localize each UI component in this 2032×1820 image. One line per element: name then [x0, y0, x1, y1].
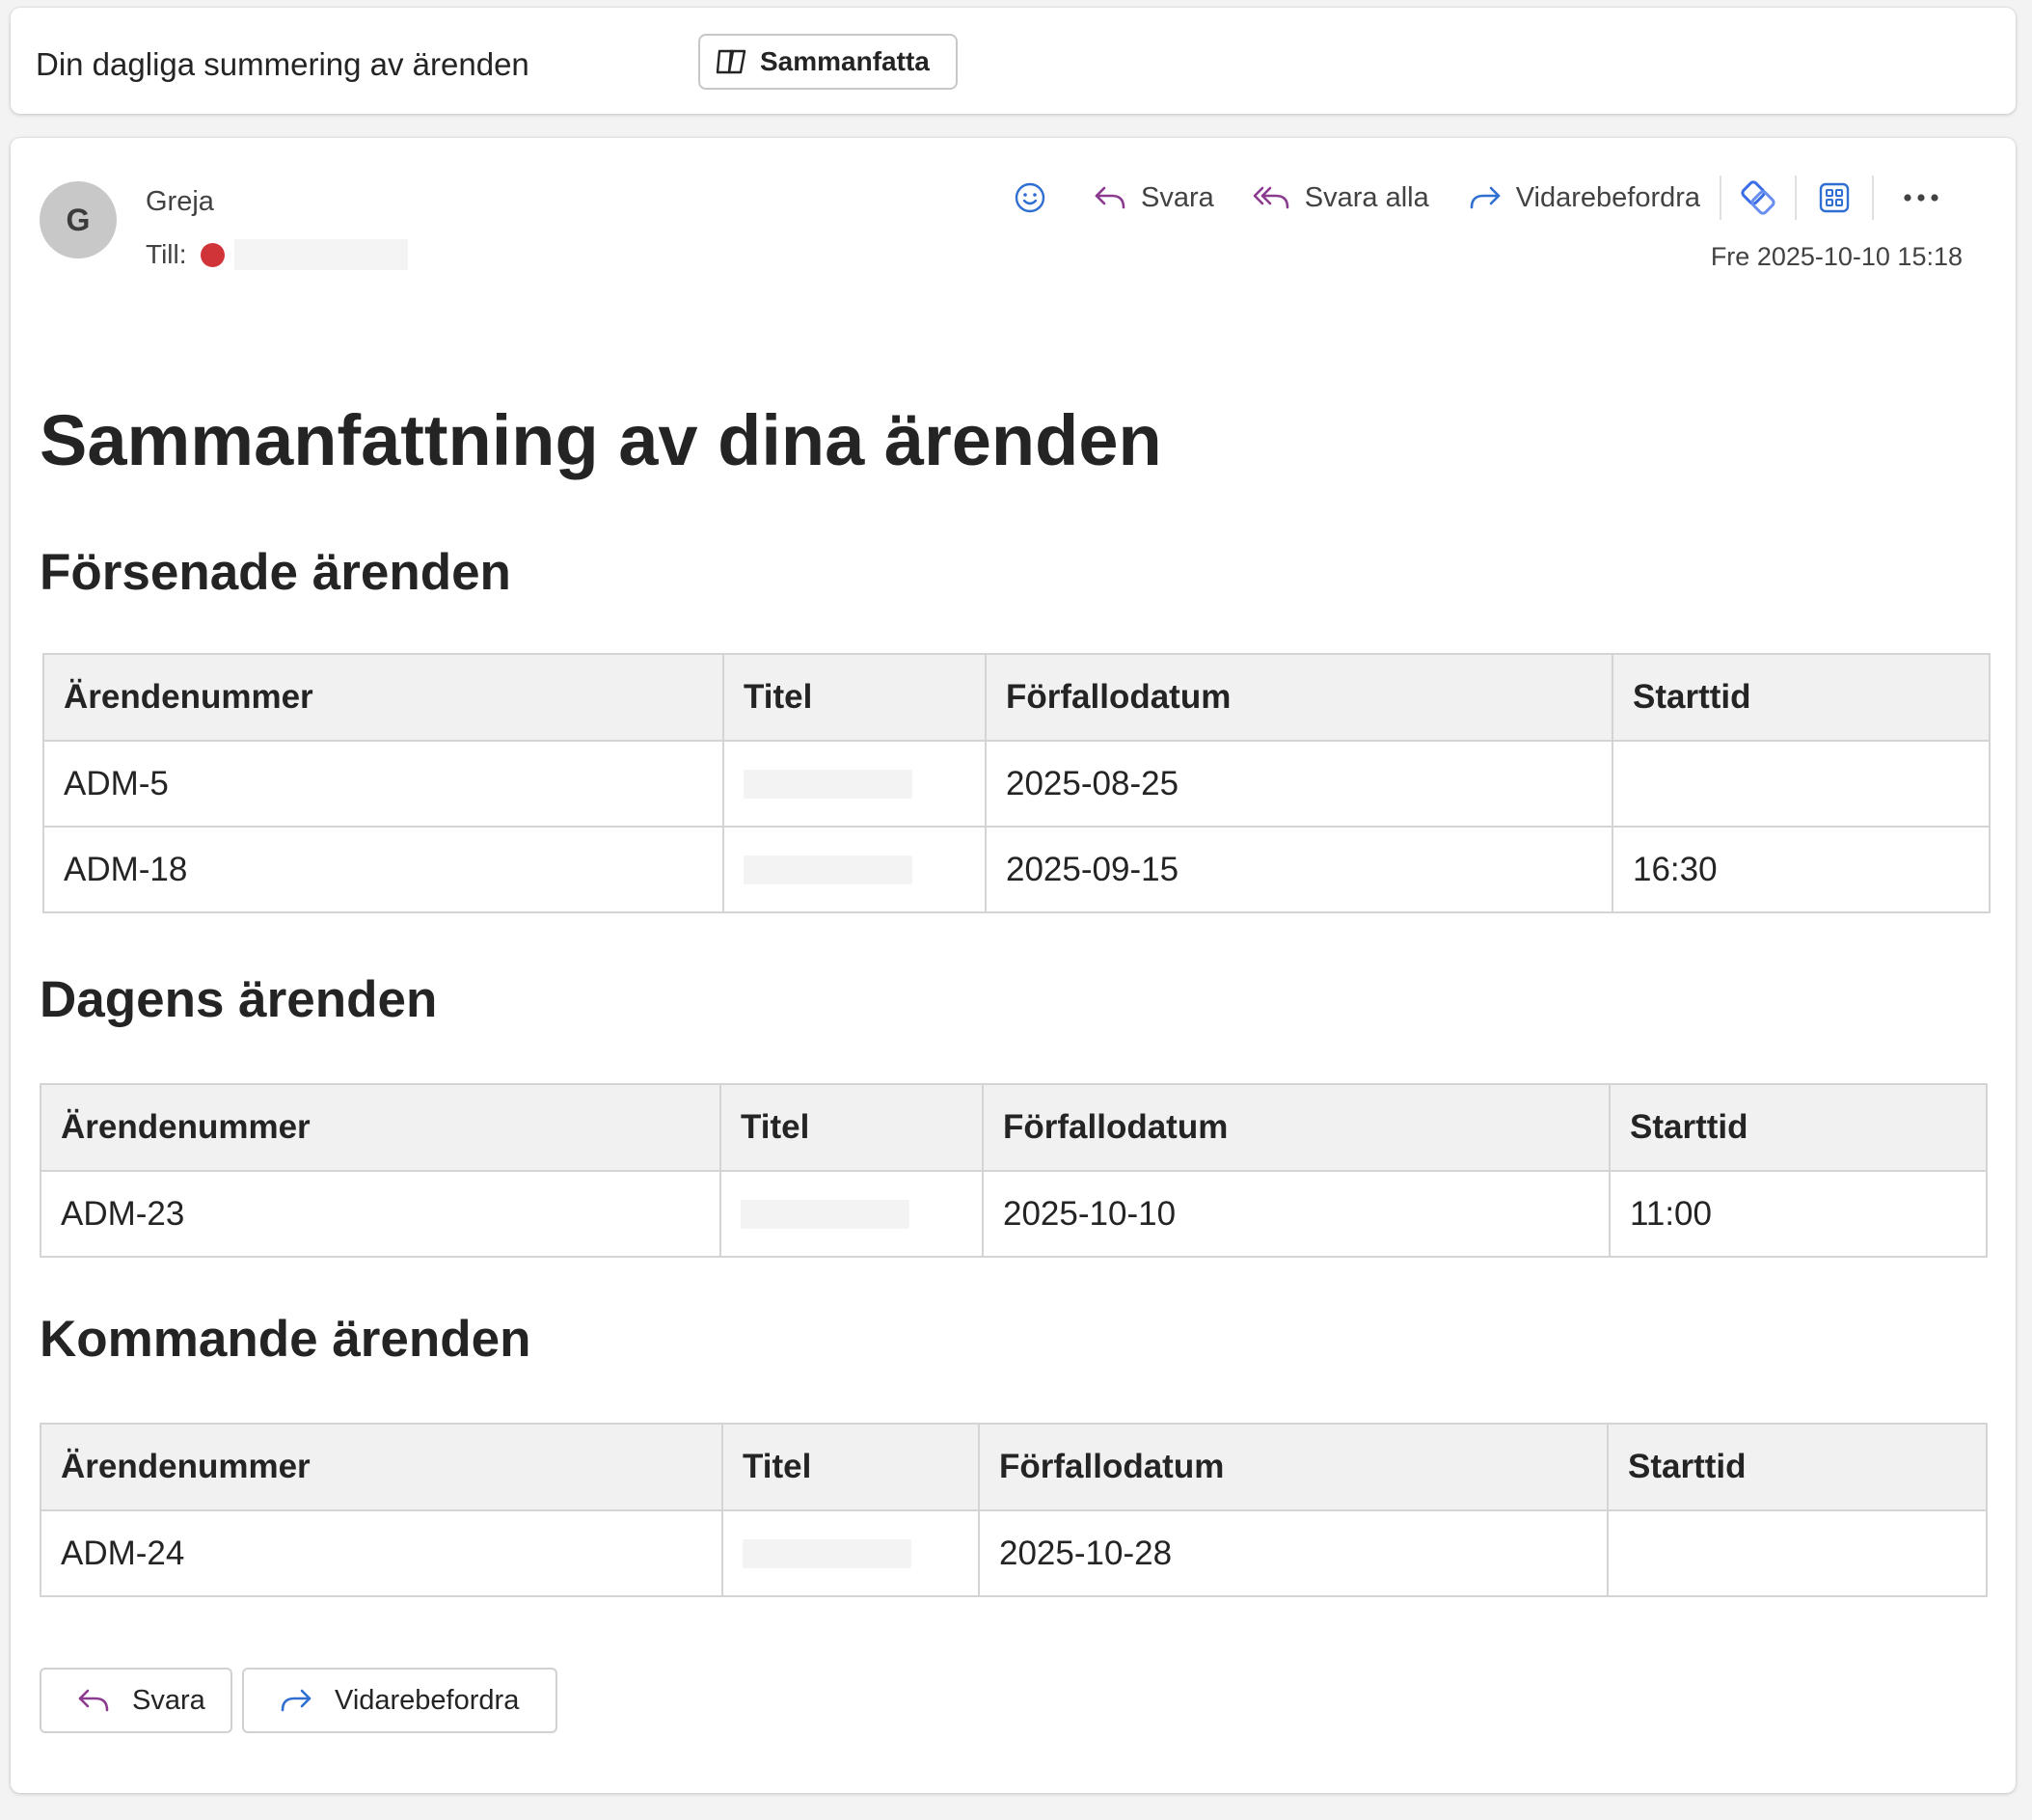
- toolbar-divider: [1720, 176, 1722, 220]
- recipient-redacted[interactable]: [233, 239, 408, 270]
- column-header-due: Förfallodatum: [985, 653, 1613, 742]
- subject-bar: Din dagliga summering av ärenden Sammanf…: [11, 8, 2016, 114]
- more-options-button[interactable]: [1903, 193, 1939, 203]
- loop-button[interactable]: [1737, 177, 1779, 219]
- copilot-icon: [716, 49, 746, 74]
- overdue-table: Ärendenummer Titel Förfallodatum Startti…: [42, 653, 1991, 913]
- smiley-icon: [1015, 182, 1045, 213]
- table-row: ADM-23 2025-10-10 11:00: [40, 1170, 1988, 1258]
- forward-button[interactable]: Vidarebefordra: [1468, 182, 1700, 214]
- cell-due: 2025-08-25: [985, 740, 1613, 828]
- cell-title: [722, 740, 987, 828]
- cell-start: 11:00: [1609, 1170, 1988, 1258]
- redacted-title: [744, 769, 912, 799]
- cell-start: 16:30: [1612, 826, 1991, 913]
- column-header-id: Ärendenummer: [40, 1423, 723, 1511]
- cell-title: [722, 826, 987, 913]
- table-row: ADM-24 2025-10-28: [40, 1509, 1988, 1597]
- footer-reply-label: Svara: [132, 1684, 205, 1716]
- sender-name[interactable]: Greja: [146, 186, 214, 217]
- body-title: Sammanfattning av dina ärenden: [40, 400, 1162, 480]
- reply-icon: [1095, 186, 1125, 209]
- section-heading-upcoming: Kommande ärenden: [40, 1311, 531, 1368]
- avatar[interactable]: G: [40, 181, 117, 258]
- email-subject: Din dagliga summering av ärenden: [36, 46, 529, 82]
- section-heading-overdue: Försenade ärenden: [40, 544, 511, 601]
- toolbar-divider: [1872, 176, 1875, 220]
- table-header-row: Ärendenummer Titel Förfallodatum Startti…: [40, 1083, 1988, 1172]
- column-header-start: Starttid: [1609, 1083, 1988, 1172]
- forward-icon: [281, 1689, 312, 1712]
- cell-title: [719, 1170, 984, 1258]
- reply-all-label: Svara alla: [1304, 181, 1429, 213]
- cell-id: ADM-5: [42, 740, 724, 828]
- today-table: Ärendenummer Titel Förfallodatum Startti…: [40, 1083, 1988, 1258]
- column-header-id: Ärendenummer: [42, 653, 724, 742]
- column-header-id: Ärendenummer: [40, 1083, 721, 1172]
- toolbar-divider: [1795, 176, 1798, 220]
- footer-reply-button[interactable]: Svara: [40, 1668, 232, 1733]
- table-header-row: Ärendenummer Titel Förfallodatum Startti…: [42, 653, 1991, 742]
- cell-due: 2025-10-10: [982, 1170, 1611, 1258]
- emoji-react-button[interactable]: [1014, 181, 1046, 214]
- sent-date: Fre 2025-10-10 15:18: [1710, 242, 1963, 271]
- column-header-start: Starttid: [1612, 653, 1991, 742]
- forward-icon: [1470, 186, 1501, 209]
- summarize-button[interactable]: Sammanfatta: [698, 34, 958, 90]
- recipient-row: Till:: [146, 239, 408, 270]
- reply-all-button[interactable]: Svara alla: [1253, 182, 1429, 214]
- table-row: ADM-18 2025-09-15 16:30: [42, 826, 1991, 913]
- cell-start: [1607, 1509, 1988, 1597]
- reply-label: Svara: [1141, 181, 1214, 213]
- column-header-title: Titel: [719, 1083, 984, 1172]
- message-card: G Greja Till: Svara: [11, 138, 2016, 1793]
- footer-forward-button[interactable]: Vidarebefordra: [242, 1668, 557, 1733]
- forward-label: Vidarebefordra: [1515, 181, 1701, 213]
- footer-forward-label: Vidarebefordra: [335, 1684, 520, 1716]
- more-horizontal-icon: [1904, 194, 1938, 202]
- loop-icon: [1741, 180, 1775, 215]
- table-header-row: Ärendenummer Titel Förfallodatum Startti…: [40, 1423, 1988, 1511]
- cell-start: [1612, 740, 1991, 828]
- cell-id: ADM-24: [40, 1509, 723, 1597]
- apps-button[interactable]: [1818, 181, 1851, 214]
- reply-button[interactable]: Svara: [1093, 182, 1214, 214]
- apps-grid-icon: [1819, 182, 1850, 213]
- reply-all-icon: [1253, 186, 1289, 209]
- column-header-title: Titel: [721, 1423, 980, 1511]
- table-row: ADM-5 2025-08-25: [42, 740, 1991, 828]
- upcoming-table: Ärendenummer Titel Förfallodatum Startti…: [40, 1423, 1988, 1597]
- recipient-status-dot: [200, 242, 225, 267]
- redacted-title: [743, 1538, 911, 1568]
- column-header-start: Starttid: [1607, 1423, 1988, 1511]
- redacted-title: [741, 1199, 909, 1229]
- cell-due: 2025-10-28: [978, 1509, 1609, 1597]
- section-heading-today: Dagens ärenden: [40, 971, 438, 1028]
- to-label: Till:: [146, 239, 187, 269]
- redacted-title: [744, 855, 912, 884]
- summarize-label: Sammanfatta: [760, 46, 930, 76]
- column-header-due: Förfallodatum: [982, 1083, 1611, 1172]
- column-header-due: Förfallodatum: [978, 1423, 1609, 1511]
- cell-due: 2025-09-15: [985, 826, 1613, 913]
- column-header-title: Titel: [722, 653, 987, 742]
- cell-id: ADM-18: [42, 826, 724, 913]
- cell-id: ADM-23: [40, 1170, 721, 1258]
- cell-title: [721, 1509, 980, 1597]
- message-toolbar: Svara Svara alla Vidarebefordra: [994, 169, 1939, 227]
- reply-icon: [78, 1689, 109, 1712]
